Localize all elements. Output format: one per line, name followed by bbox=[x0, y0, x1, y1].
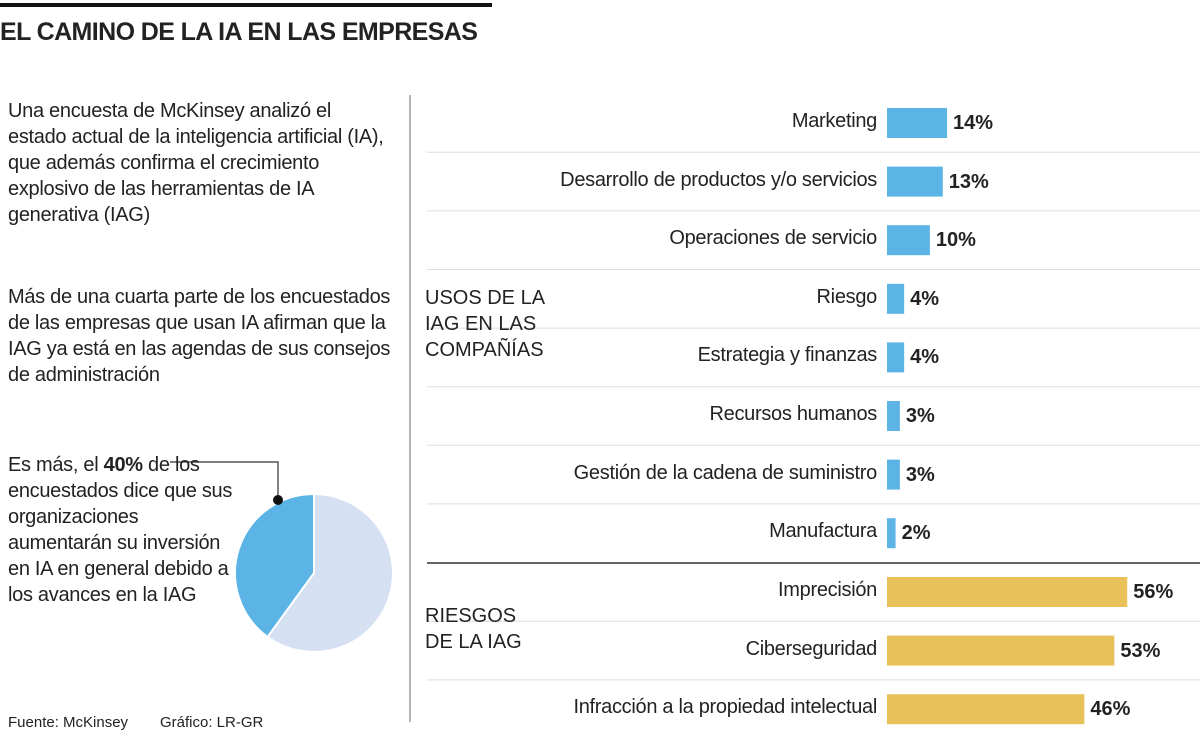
value-label: 2% bbox=[901, 522, 931, 545]
category-label: Estrategia y finanzas bbox=[697, 344, 878, 367]
bar bbox=[887, 518, 896, 549]
bar bbox=[887, 342, 905, 373]
bar bbox=[887, 694, 1085, 725]
bar bbox=[887, 459, 900, 490]
title: EL CAMINO DE LA IA EN LAS EMPRESAS bbox=[0, 18, 478, 46]
value-label: 3% bbox=[905, 463, 935, 486]
text: de los encuestados dice que sus organiza… bbox=[8, 454, 233, 606]
value-label: 46% bbox=[1090, 698, 1131, 721]
bar bbox=[887, 108, 948, 138]
value-label: 40% bbox=[103, 454, 143, 476]
category-label: Ciberseguridad bbox=[745, 637, 878, 660]
paragraph: Es más, el 40% de los encuestados dice q… bbox=[8, 452, 236, 608]
leader-dot bbox=[273, 495, 283, 505]
value-label: 56% bbox=[1133, 581, 1174, 603]
category-label: Gestión de la cadena de suministro bbox=[573, 461, 878, 484]
credit: Gráfico: LR-GR bbox=[160, 714, 264, 731]
value-label: 14% bbox=[953, 112, 994, 134]
value-label: 4% bbox=[910, 346, 940, 369]
value-label: 10% bbox=[935, 229, 976, 252]
source: Fuente: McKinsey bbox=[8, 714, 129, 731]
category-label: Manufactura bbox=[769, 520, 877, 543]
group-title: USOS DE LA IAG EN LAS COMPAÑÍAS bbox=[425, 287, 544, 361]
category-label: Infracción a la propiedad intelectual bbox=[573, 696, 877, 719]
bar bbox=[887, 283, 905, 314]
category-label: Operaciones de servicio bbox=[669, 227, 877, 250]
bar bbox=[887, 635, 1115, 666]
paragraph: Más de una cuarta parte de los encuestad… bbox=[8, 286, 391, 386]
group-title: RIESGOS DE LA IAG bbox=[425, 605, 522, 653]
bar bbox=[887, 166, 943, 197]
bar bbox=[887, 577, 1128, 607]
pie-slice bbox=[234, 492, 315, 639]
value-label: 4% bbox=[910, 287, 940, 310]
category-label: Desarrollo de productos y/o servicios bbox=[560, 168, 877, 191]
text: Es más, el bbox=[8, 454, 99, 476]
category-label: Riesgo bbox=[816, 285, 878, 308]
value-label: 3% bbox=[905, 405, 935, 427]
paragraph: Una encuesta de McKinsey analizó el esta… bbox=[8, 100, 384, 226]
category-label: Imprecisión bbox=[778, 579, 877, 601]
bar bbox=[887, 225, 930, 256]
value-label: 53% bbox=[1120, 639, 1161, 662]
bar bbox=[887, 401, 900, 431]
category-label: Marketing bbox=[791, 110, 877, 132]
leader-line bbox=[170, 461, 279, 500]
value-label: 13% bbox=[948, 170, 989, 193]
category-label: Recursos humanos bbox=[709, 403, 877, 425]
